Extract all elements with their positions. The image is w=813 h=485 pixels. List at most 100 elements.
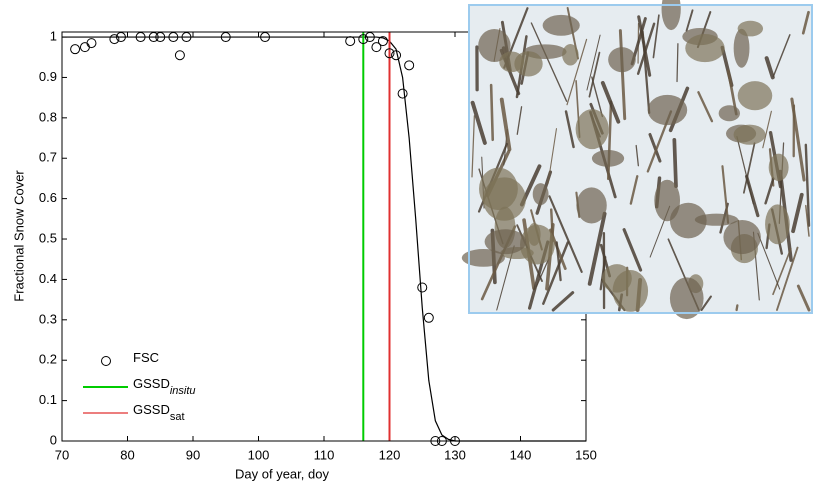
y-tick-label: 0.4 [39, 271, 57, 286]
tree-trunk [600, 80, 621, 124]
legend-marker [101, 356, 111, 366]
tree-trunk [772, 34, 791, 78]
tree-trunk [744, 174, 760, 218]
tree-trunk [676, 43, 679, 83]
x-tick-label: 130 [444, 447, 466, 462]
tree-trunk [764, 177, 775, 205]
data-point [417, 282, 428, 293]
tree-trunk [530, 22, 568, 102]
data-point [109, 34, 120, 45]
tree-crown [768, 153, 789, 182]
tree-trunk [672, 138, 678, 189]
x-tick-label: 120 [379, 447, 401, 462]
x-tick-label: 140 [510, 447, 532, 462]
data-point [155, 32, 166, 43]
tree-trunk [586, 34, 601, 91]
legend-name: FSC [133, 350, 159, 365]
tree-trunk [564, 110, 575, 149]
tree-crown [737, 81, 773, 111]
tree-crown [478, 29, 511, 62]
tree-trunk [471, 115, 475, 178]
fit-curve [62, 36, 586, 442]
tree-trunk [796, 284, 811, 312]
tree-crown [576, 187, 607, 224]
legend-subscript: sat [170, 411, 185, 423]
tree-crown [514, 51, 543, 77]
tree-trunk [685, 9, 694, 32]
y-tick-label: 0.3 [39, 311, 57, 326]
tree-trunk [629, 175, 639, 205]
data-point [115, 32, 126, 43]
data-point [358, 34, 369, 45]
tree-crown [661, 0, 681, 31]
tree-crown [723, 219, 761, 255]
tree-trunk [551, 291, 575, 312]
legend-subscript: insitu [170, 385, 196, 397]
tree-trunk [470, 100, 487, 145]
tree-trunk [516, 106, 523, 135]
tree-crown [542, 14, 580, 36]
data-point [391, 50, 402, 61]
tree-crown [591, 150, 625, 167]
tree-trunk [587, 211, 607, 286]
data-point [70, 44, 81, 55]
data-point [181, 32, 192, 43]
data-point [86, 38, 97, 49]
data-point [397, 88, 408, 99]
data-point [371, 42, 382, 53]
data-point [384, 48, 395, 59]
y-tick-label: 0.7 [39, 150, 57, 165]
tree-trunk [762, 110, 772, 149]
tree-crown [669, 202, 707, 239]
data-point [364, 32, 375, 43]
data-point [260, 32, 271, 43]
data-point [423, 312, 434, 323]
data-point [345, 36, 356, 47]
tree-trunk [566, 38, 588, 106]
data-point [220, 32, 231, 43]
tree-trunk [499, 97, 512, 152]
data-point [404, 60, 415, 71]
x-tick-label: 90 [186, 447, 200, 462]
legend-label: FSC [133, 350, 159, 365]
tree-trunk [599, 255, 607, 291]
tree-trunk [790, 97, 806, 182]
tree-crown [482, 177, 526, 221]
tree-trunk [804, 143, 811, 227]
tree-trunk [772, 247, 792, 296]
tree-trunk [547, 128, 558, 185]
tree-trunk [637, 15, 652, 77]
legend-label: GSSDinsitu [133, 376, 196, 396]
tree-trunk [700, 295, 712, 312]
tree-trunk [648, 132, 662, 163]
tree-trunk [591, 76, 604, 118]
x-tick-label: 110 [314, 447, 335, 462]
tree-crown [562, 44, 579, 66]
data-point [135, 32, 146, 43]
tree-trunk [757, 232, 781, 290]
data-point [377, 36, 388, 47]
tree-trunk [548, 195, 583, 273]
tree-crown [718, 105, 741, 122]
tree-crown [669, 277, 704, 320]
tree-crown [733, 28, 750, 68]
y-tick-label: 1 [50, 28, 57, 43]
photo-border [468, 4, 813, 314]
y-tick-label: 0 [50, 432, 57, 447]
tree-trunk [652, 14, 660, 59]
tree-trunk [776, 246, 799, 311]
tree-trunk [764, 56, 775, 80]
tree-trunk [588, 51, 601, 98]
tree-crown [532, 183, 549, 206]
tree-crown [575, 109, 609, 150]
y-tick-label: 0.9 [39, 69, 57, 84]
tree-trunk [622, 228, 643, 272]
tree-trunk [742, 142, 756, 194]
data-point [168, 32, 179, 43]
tree-trunk [555, 241, 562, 282]
tree-trunk [801, 10, 810, 35]
y-tick-label: 0.2 [39, 352, 57, 367]
tree-trunk [618, 29, 627, 121]
tree-crown [647, 94, 688, 126]
